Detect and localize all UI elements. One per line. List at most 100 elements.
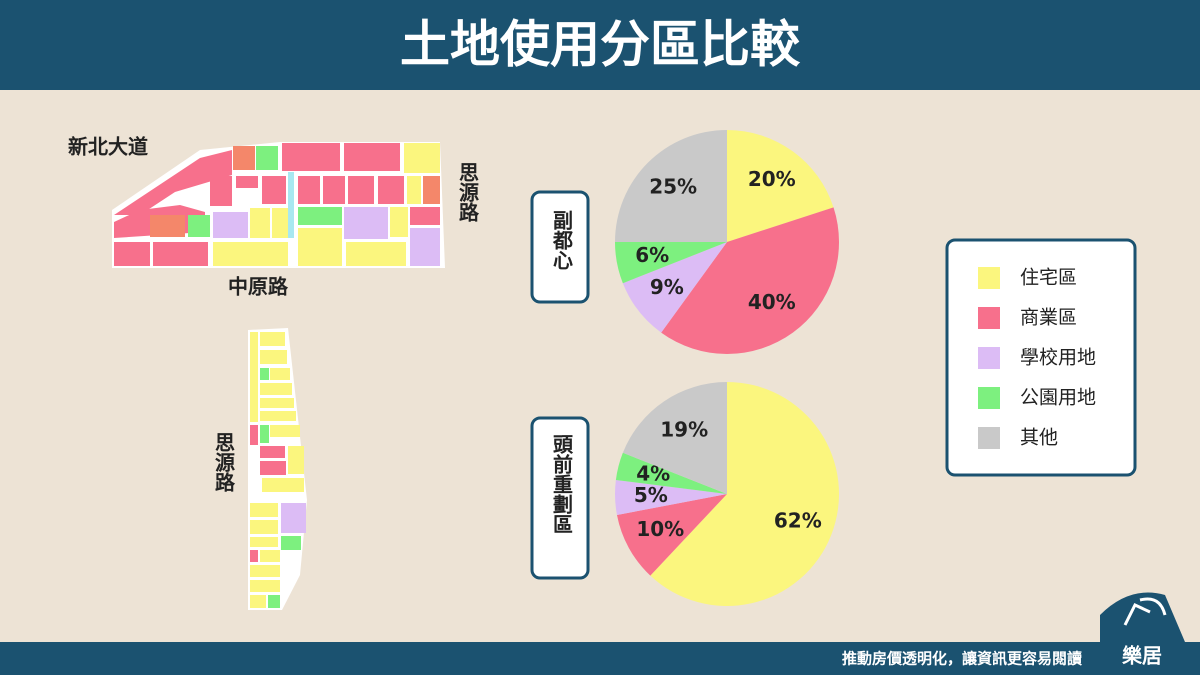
block: [281, 536, 301, 550]
legend-label: 公園用地: [1020, 387, 1096, 409]
road-label: 思源路: [456, 162, 480, 223]
legend-swatch: [978, 267, 1000, 289]
block: [250, 332, 258, 422]
block: [250, 580, 280, 592]
header-band: [0, 0, 1200, 90]
value-label: 25%: [649, 175, 697, 199]
road-label: 新北大道: [68, 135, 148, 159]
chart-title-box: [530, 416, 590, 580]
block: [270, 368, 290, 380]
value-label: 9%: [650, 275, 684, 299]
legend-label: 商業區: [1020, 307, 1077, 329]
block: [268, 595, 280, 608]
block: [188, 215, 210, 237]
block: [260, 368, 269, 380]
legend-swatch: [978, 307, 1000, 329]
block: [348, 176, 374, 204]
value-label: 10%: [636, 517, 684, 541]
block: [260, 550, 280, 562]
block: [344, 207, 388, 239]
block: [260, 332, 285, 346]
block: [288, 446, 304, 474]
pie-slice: [661, 207, 839, 355]
block: [114, 150, 232, 215]
legend-label: 學校用地: [1020, 347, 1096, 369]
pie-slice: [622, 382, 727, 494]
block: [250, 537, 278, 547]
legend-label: 其他: [1020, 427, 1058, 449]
block: [150, 215, 185, 237]
block: [114, 242, 150, 266]
map-top: [112, 142, 445, 268]
block: [270, 425, 300, 437]
logo-mark: [1123, 597, 1167, 626]
logo-text: 樂居: [1122, 644, 1162, 668]
block: [250, 550, 258, 562]
canal: [288, 172, 294, 238]
block: [407, 176, 421, 204]
value-label: 40%: [748, 290, 796, 314]
pie-slice: [615, 242, 727, 284]
pie-slice: [615, 130, 727, 242]
road-label: 思源路: [212, 432, 236, 493]
logo-shape: [1100, 592, 1185, 642]
value-label: 6%: [635, 243, 669, 267]
block: [410, 207, 440, 225]
block: [378, 176, 404, 204]
chart-title: 頭前重劃區: [550, 434, 574, 534]
pie-slice: [727, 130, 834, 242]
value-label: 5%: [634, 483, 668, 507]
block: [282, 143, 340, 171]
pie-slice: [616, 494, 727, 576]
pie-slice: [615, 479, 727, 515]
logo: 樂居: [1100, 592, 1185, 668]
block: [410, 228, 440, 266]
block: [260, 446, 285, 458]
block: [250, 565, 280, 577]
block: [262, 478, 304, 492]
block: [250, 425, 258, 445]
block: [250, 595, 266, 608]
block: [260, 461, 286, 475]
block: [260, 350, 287, 364]
block: [250, 503, 278, 517]
road-label: 中原路: [228, 275, 289, 299]
footer-text: 推動房價透明化，讓資訊更容易閱讀: [842, 650, 1082, 668]
block: [281, 503, 306, 533]
block: [323, 176, 345, 204]
block: [236, 176, 258, 188]
legend-box: [945, 238, 1137, 477]
chart-title: 副都心: [550, 210, 574, 270]
footer-band: [0, 642, 1200, 675]
block: [423, 176, 440, 204]
block: [262, 176, 286, 204]
page-title: 土地使用分區比較: [400, 16, 801, 74]
value-label: 20%: [748, 167, 796, 191]
block: [260, 425, 269, 443]
block: [260, 398, 294, 408]
legend-swatch: [978, 427, 1000, 449]
block: [344, 143, 400, 171]
value-label: 19%: [660, 418, 708, 442]
block: [213, 242, 288, 266]
block: [298, 176, 320, 204]
block: [256, 146, 278, 170]
pie-slice: [615, 452, 727, 494]
block: [346, 242, 406, 266]
block: [153, 242, 208, 266]
block: [298, 228, 342, 266]
block: [250, 208, 270, 238]
block: [390, 207, 408, 237]
block: [298, 207, 342, 225]
legend-swatch: [978, 387, 1000, 409]
chart-title-box: [530, 190, 590, 304]
legend-swatch: [978, 347, 1000, 369]
pie-slice: [650, 382, 840, 606]
block: [233, 146, 255, 170]
block: [250, 520, 278, 534]
value-label: 62%: [774, 509, 822, 533]
legend-label: 住宅區: [1020, 267, 1077, 289]
block: [272, 208, 288, 238]
block: [210, 176, 232, 206]
